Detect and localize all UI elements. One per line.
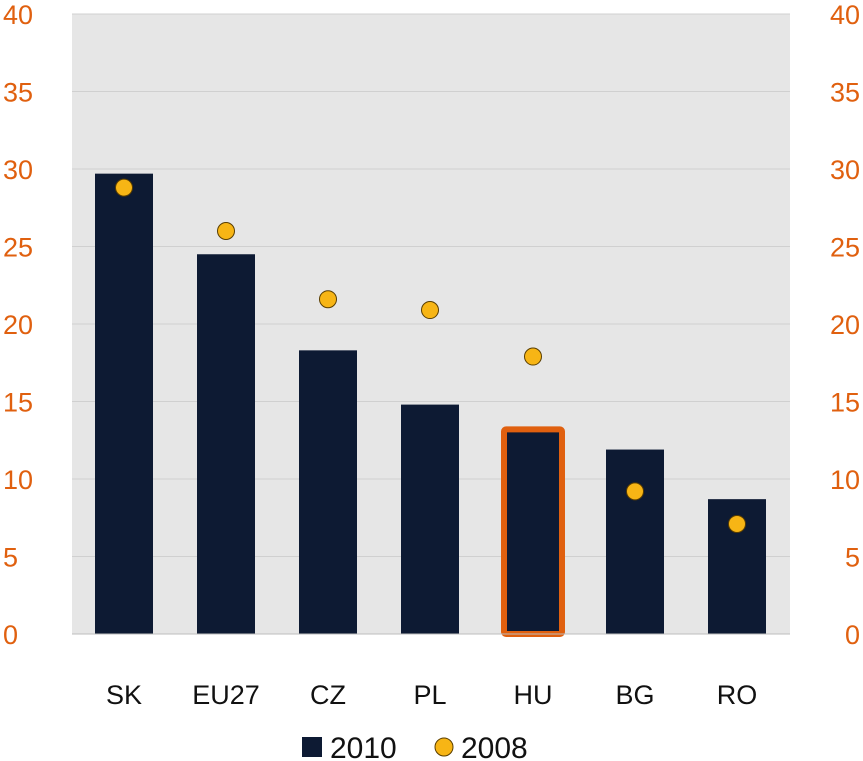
marker-sk bbox=[115, 178, 133, 197]
y-tick-label-left: 20 bbox=[3, 310, 33, 340]
y-tick-label-left: 5 bbox=[3, 543, 18, 573]
marker-pl bbox=[421, 301, 439, 320]
bars bbox=[95, 173, 766, 637]
y-tick-label-left: 40 bbox=[3, 0, 33, 30]
right-axis: 0 5 10 15 20 25 30 35 40 bbox=[830, 0, 860, 650]
y-tick-label-right: 10 bbox=[830, 465, 860, 495]
bar-cz bbox=[299, 350, 357, 634]
y-tick-label-right: 40 bbox=[830, 0, 860, 30]
y-tick-label-right: 25 bbox=[830, 233, 860, 263]
markers bbox=[115, 178, 746, 533]
category-label: EU27 bbox=[192, 680, 260, 710]
y-tick-label-left: 15 bbox=[3, 388, 33, 418]
marker-eu27 bbox=[217, 222, 235, 240]
category-labels: SK EU27 CZ PL HU BG RO bbox=[106, 680, 757, 710]
category-label: SK bbox=[106, 680, 142, 710]
category-label: HU bbox=[514, 680, 553, 710]
y-tick-label-right: 5 bbox=[845, 543, 860, 573]
y-tick-label-right: 30 bbox=[830, 155, 860, 185]
y-tick-label-right: 15 bbox=[830, 388, 860, 418]
marker-hu bbox=[524, 347, 542, 366]
y-tick-label-left: 30 bbox=[3, 155, 33, 185]
y-tick-label-left: 10 bbox=[3, 465, 33, 495]
legend-swatch-2010 bbox=[302, 737, 322, 757]
y-tick-label-right: 20 bbox=[830, 310, 860, 340]
category-label: BG bbox=[615, 680, 654, 710]
legend-label-2010: 2010 bbox=[330, 732, 397, 761]
marker-cz bbox=[319, 290, 337, 309]
y-tick-label-left: 0 bbox=[3, 620, 18, 650]
y-tick-label-right: 0 bbox=[845, 620, 860, 650]
category-label: RO bbox=[717, 680, 758, 710]
marker-bg bbox=[626, 482, 644, 501]
category-label: PL bbox=[413, 680, 446, 710]
bar-bg bbox=[606, 449, 664, 634]
marker-ro bbox=[728, 514, 746, 533]
legend: 2010 2008 bbox=[302, 732, 528, 761]
bar-sk bbox=[95, 173, 153, 634]
left-axis: 0 5 10 15 20 25 30 35 40 bbox=[3, 0, 33, 650]
bar-pl bbox=[401, 404, 459, 634]
bar-eu27 bbox=[197, 254, 255, 634]
legend-label-2008: 2008 bbox=[461, 732, 528, 761]
category-label: CZ bbox=[310, 680, 346, 710]
y-tick-label-right: 35 bbox=[830, 78, 860, 108]
legend-swatch-2008 bbox=[434, 737, 454, 757]
bar-hu bbox=[501, 426, 565, 637]
y-tick-label-left: 35 bbox=[3, 78, 33, 108]
y-tick-label-left: 25 bbox=[3, 233, 33, 263]
